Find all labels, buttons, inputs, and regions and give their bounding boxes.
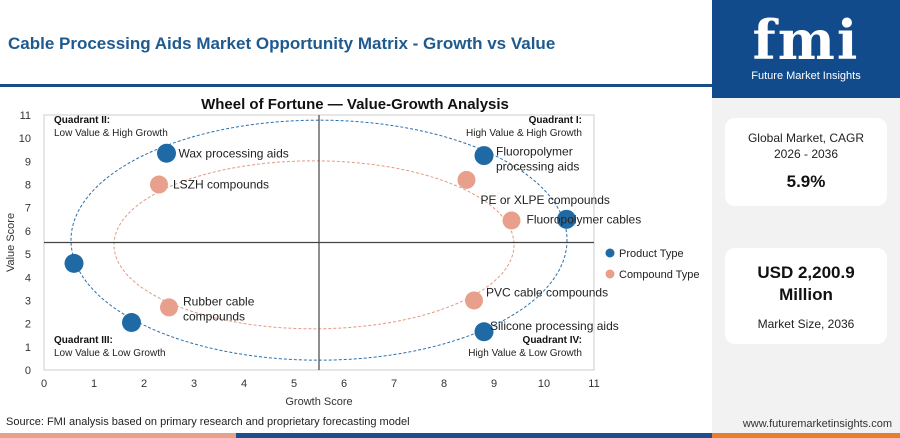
cagr-card: Global Market, CAGR 2026 - 2036 5.9%: [725, 118, 887, 206]
y-tick-label: 1: [25, 342, 31, 354]
y-tick-label: 5: [25, 249, 31, 261]
sidebar: fmi Future Market Insights Global Market…: [712, 0, 900, 438]
logo-subtitle: Future Market Insights: [751, 70, 861, 82]
source-note: Source: FMI analysis based on primary re…: [6, 416, 410, 428]
x-tick-label: 8: [441, 378, 447, 390]
data-label: LSZH compounds: [173, 178, 269, 192]
data-point: [157, 143, 176, 163]
data-point: [122, 312, 141, 332]
y-tick-label: 3: [25, 295, 31, 307]
legend-label: Compound Type: [619, 269, 700, 281]
data-label: Fluoropolymer cables: [527, 212, 642, 226]
logo-text: fmi: [752, 8, 860, 72]
data-label: Silicone processing aids: [490, 319, 619, 333]
data-point: [474, 146, 494, 166]
footer-color-bar: [0, 433, 900, 438]
market-size-card: USD 2,200.9 Million Market Size, 2036: [725, 248, 887, 344]
x-tick-label: 4: [241, 378, 247, 390]
brand-logo: fmi Future Market Insights: [712, 0, 900, 98]
data-label: Fluoropolymer: [496, 145, 573, 159]
market-size-value: USD 2,200.9 Million: [757, 263, 855, 304]
data-point: [474, 322, 494, 342]
data-label: Wax processing aids: [179, 146, 289, 160]
x-tick-label: 5: [291, 378, 297, 390]
legend-marker: [605, 269, 615, 279]
y-tick-label: 2: [25, 319, 31, 331]
x-tick-label: 10: [538, 378, 550, 390]
legend-marker: [605, 248, 615, 258]
data-label: compounds: [183, 309, 245, 323]
data-point: [465, 291, 483, 310]
quadrant-title: Quadrant IV:: [523, 335, 582, 346]
y-tick-label: 8: [25, 180, 31, 192]
quadrant-subtitle: Low Value & Low Growth: [54, 348, 166, 359]
quadrant-title: Quadrant I:: [529, 115, 582, 126]
cagr-value: 5.9%: [786, 172, 826, 191]
page-title: Cable Processing Aids Market Opportunity…: [8, 34, 556, 53]
cagr-label: Global Market, CAGR 2026 - 2036: [747, 131, 865, 161]
y-tick-label: 0: [25, 365, 31, 377]
x-tick-label: 1: [91, 378, 97, 390]
y-tick-label: 11: [20, 110, 31, 122]
quadrant-subtitle: High Value & Low Growth: [468, 348, 582, 359]
chart-title: Wheel of Fortune — Value-Growth Analysis: [201, 96, 509, 113]
data-label: PE or XLPE compounds: [481, 193, 610, 207]
x-tick-label: 0: [41, 378, 47, 390]
data-point: [557, 209, 576, 229]
y-tick-label: 4: [25, 272, 31, 284]
x-tick-label: 6: [341, 378, 347, 390]
data-point: [457, 170, 476, 189]
quadrant-subtitle: Low Value & High Growth: [54, 128, 168, 139]
data-point: [502, 211, 521, 230]
y-tick-label: 9: [25, 156, 31, 168]
quadrant-title: Quadrant II:: [54, 115, 110, 126]
data-label: Rubber cable: [183, 294, 255, 308]
header-divider: [0, 84, 712, 87]
data-label: PVC cable compounds: [486, 285, 608, 299]
y-axis-label: Value Score: [5, 213, 17, 272]
website-url[interactable]: www.futuremarketinsights.com: [742, 418, 892, 430]
quadrant-subtitle: High Value & High Growth: [466, 128, 582, 139]
x-axis-label: Growth Score: [285, 396, 352, 408]
opportunity-matrix-chart: Wheel of Fortune — Value-Growth Analysis…: [5, 96, 700, 408]
x-tick-label: 3: [191, 378, 197, 390]
data-point: [64, 253, 84, 273]
data-label: processing aids: [496, 160, 579, 174]
quadrant-title: Quadrant III:: [54, 335, 113, 346]
x-tick-label: 11: [588, 378, 599, 390]
market-size-label: Market Size, 2036: [757, 317, 855, 331]
inner-ellipse: [113, 160, 515, 330]
x-tick-label: 9: [491, 378, 497, 390]
y-tick-label: 10: [19, 133, 31, 145]
x-tick-label: 7: [391, 378, 397, 390]
data-point: [160, 298, 178, 317]
data-point: [150, 175, 168, 194]
x-tick-label: 2: [141, 378, 147, 390]
y-tick-label: 6: [25, 226, 31, 238]
legend-label: Product Type: [619, 248, 684, 260]
y-tick-label: 7: [25, 203, 31, 215]
